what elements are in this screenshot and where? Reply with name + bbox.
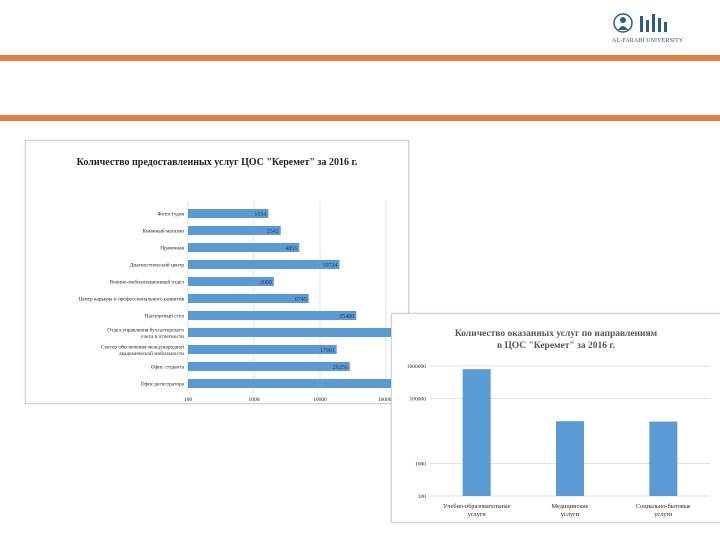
chart1-data-label: 1654: [254, 212, 266, 218]
chart2-bar: [556, 421, 584, 496]
chart1-bar: [188, 243, 300, 252]
chart1-category-label: Офис студента: [151, 364, 185, 371]
bottom-accent-line: [0, 115, 720, 121]
university-crest-icon: AL-FARABI UNIVERSITY: [612, 13, 684, 44]
directions-bar-chart: Количество оказанных услуг по направлени…: [407, 329, 710, 518]
chart1-tick-label: 1000: [249, 397, 260, 403]
chart2-category-label: Медицинские: [552, 503, 589, 510]
top-accent-line: [0, 55, 720, 61]
chart1-data-label: 6745: [295, 297, 307, 303]
chart1-bar: [188, 379, 419, 388]
chart2-category-label: услуги: [561, 511, 580, 518]
chart1-tick-label: 100000: [378, 397, 395, 403]
chart1-data-label: 19724: [322, 263, 337, 269]
chart2-bar: [462, 369, 491, 496]
chart1-tick-label: 100: [184, 397, 193, 403]
services-bar-chart: Количество предоставленных услуг ЦОС "Ке…: [77, 157, 423, 403]
chart1-category-label: Центр карьеры и профессионального развит…: [79, 296, 185, 303]
chart2-tick-label: 100000: [410, 397, 427, 403]
chart2-category-label: услуги: [468, 511, 487, 518]
chart1-title: Количество предоставленных услуг ЦОС "Ке…: [77, 157, 358, 168]
chart1-category-label: академической мобильности: [119, 350, 184, 357]
chart2-tick-label: 1000: [415, 462, 426, 468]
chart1-category-label: Сектор обеспечения международной: [101, 343, 184, 350]
chart1-bar: [188, 226, 281, 235]
chart1-bar: [188, 277, 274, 286]
chart1-category-label: Паспортный стол: [145, 313, 185, 320]
chart2-title-line2: в ЦОС "Керемет" за 2016 г.: [497, 341, 615, 351]
chart1-data-label: 2000: [260, 280, 272, 286]
chart2-category-label: услуги: [654, 511, 673, 518]
logo-text: AL-FARABI UNIVERSITY: [612, 37, 684, 44]
chart1-bar: [188, 362, 350, 371]
chart1-category-label: Прачечная: [160, 246, 184, 252]
chart1-data-label: 28256: [333, 365, 348, 371]
chart2-category-label: Учебно-образовательные: [443, 503, 511, 510]
chart1-data-label: 17901: [320, 348, 335, 354]
chart2-tick-label: 100: [418, 494, 427, 500]
chart1-category-label: Диагностический центр: [130, 262, 185, 269]
chart1-bar: [188, 209, 269, 218]
chart2-bar: [649, 421, 678, 496]
chart1-bar: [188, 311, 357, 320]
chart1-bar: [188, 328, 423, 337]
chart1-category-label: Отдел управления бухгалтерского: [107, 326, 184, 333]
services-chart-panel: Количество предоставленных услуг ЦОС "Ке…: [25, 140, 423, 404]
chart1-category-label: учета и отчетности: [141, 334, 184, 340]
chart1-category-label: Фотостудия: [157, 212, 184, 218]
chart2-title-line1: Количество оказанных услуг по направлени…: [455, 329, 658, 339]
chart1-bar: [188, 260, 340, 269]
chart1-category-label: Офис регистратора: [141, 381, 185, 388]
chart1-bar: [188, 345, 337, 354]
chart2-tick-label: 1000000: [407, 364, 427, 370]
chart1-category-label: Книжный магазин: [143, 228, 185, 235]
chart2-category-label: Социально-бытовые: [636, 503, 691, 510]
chart1-bar: [188, 294, 309, 303]
chart1-data-label: 2542: [267, 229, 279, 235]
directions-chart-panel: Количество оказанных услуг по направлени…: [391, 313, 720, 523]
chart1-data-label: 35480: [339, 314, 354, 320]
chart1-category-label: Военно-мобилизационный отдел: [110, 279, 185, 286]
chart1-tick-label: 10000: [313, 397, 327, 403]
chart1-data-label: 4856: [285, 246, 297, 252]
